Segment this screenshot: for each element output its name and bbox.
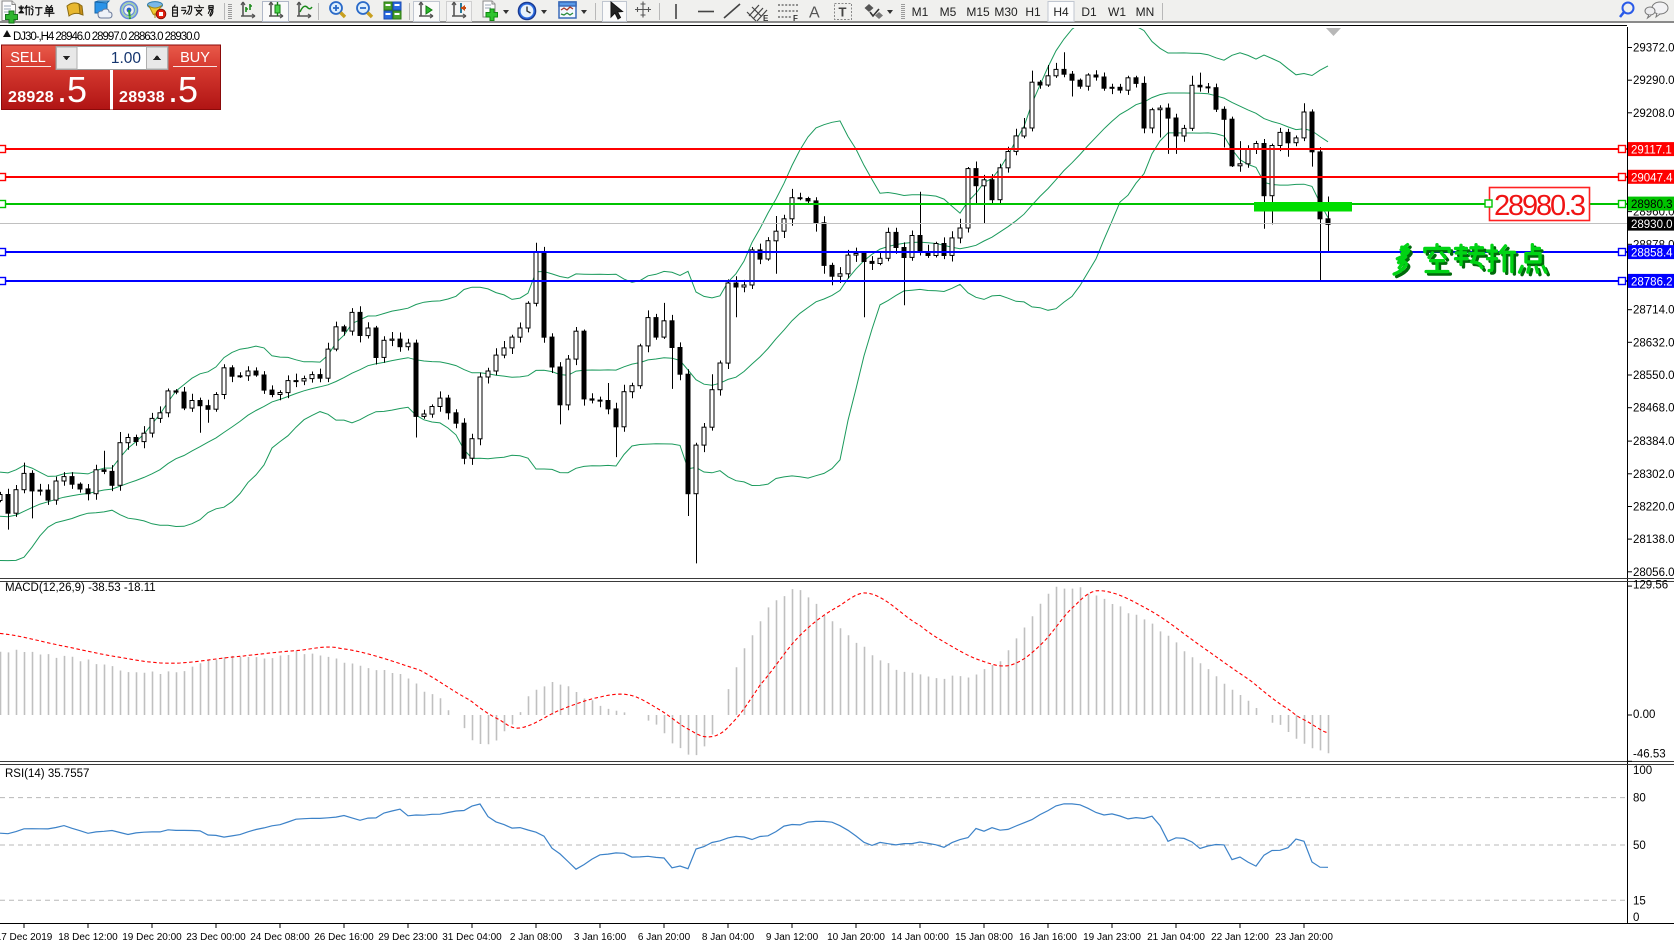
svg-text:D1: D1: [1081, 5, 1097, 19]
svg-text:28632.0: 28632.0: [1633, 337, 1674, 349]
svg-text:22 Jan 12:00: 22 Jan 12:00: [1211, 932, 1269, 943]
svg-text:T: T: [839, 5, 847, 20]
svg-text:.5: .5: [57, 69, 87, 110]
svg-text:.5: .5: [168, 69, 198, 110]
svg-text:A: A: [809, 5, 820, 22]
svg-text:29208.0: 29208.0: [1633, 108, 1674, 120]
svg-text:28714.0: 28714.0: [1633, 305, 1674, 317]
svg-text:H1: H1: [1025, 5, 1041, 19]
svg-text:28980.3: 28980.3: [1631, 199, 1673, 211]
svg-text:28928: 28928: [8, 89, 54, 106]
svg-text:M5: M5: [940, 5, 957, 19]
svg-text:3 Jan 16:00: 3 Jan 16:00: [574, 932, 627, 943]
svg-text:100: 100: [1633, 765, 1652, 777]
svg-text:28786.2: 28786.2: [1631, 276, 1673, 288]
svg-text:M15: M15: [966, 5, 990, 19]
svg-text:M30: M30: [994, 5, 1018, 19]
svg-text:29117.1: 29117.1: [1631, 145, 1672, 157]
svg-text:0.00: 0.00: [1633, 709, 1655, 721]
svg-text:1.00: 1.00: [111, 50, 142, 67]
svg-text:129.56: 129.56: [1633, 580, 1668, 592]
svg-text:DJ30-,H4 28946.0 28997.0 2886: DJ30-,H4 28946.0 28997.0 28863.0 28930.0: [13, 31, 200, 43]
svg-text:MN: MN: [1136, 5, 1155, 19]
svg-text:29 Dec 23:00: 29 Dec 23:00: [378, 932, 438, 943]
svg-text:21 Jan 04:00: 21 Jan 04:00: [1147, 932, 1205, 943]
svg-text:6 Jan 20:00: 6 Jan 20:00: [638, 932, 691, 943]
svg-text:W1: W1: [1108, 5, 1126, 19]
svg-text:31 Dec 04:00: 31 Dec 04:00: [442, 932, 502, 943]
svg-text:17 Dec 2019: 17 Dec 2019: [0, 932, 53, 943]
svg-text:28858.4: 28858.4: [1631, 248, 1673, 260]
svg-text:0: 0: [1633, 912, 1639, 924]
svg-text:28938: 28938: [119, 89, 165, 106]
svg-text:10 Jan 20:00: 10 Jan 20:00: [827, 932, 885, 943]
svg-text:2 Jan 08:00: 2 Jan 08:00: [510, 932, 563, 943]
svg-text:28302.0: 28302.0: [1633, 469, 1674, 481]
svg-text:28138.0: 28138.0: [1633, 534, 1674, 546]
svg-text:15: 15: [1633, 895, 1646, 907]
svg-text:18 Dec 12:00: 18 Dec 12:00: [58, 932, 118, 943]
svg-text:19 Jan 23:00: 19 Jan 23:00: [1083, 932, 1141, 943]
svg-text:H4: H4: [1053, 5, 1069, 19]
svg-text:19 Dec 20:00: 19 Dec 20:00: [122, 932, 182, 943]
svg-text:28220.0: 28220.0: [1633, 502, 1674, 514]
svg-text:E: E: [763, 14, 769, 23]
svg-text:-46.53: -46.53: [1633, 749, 1666, 761]
svg-text:SELL: SELL: [10, 50, 45, 66]
svg-text:F: F: [793, 14, 798, 23]
svg-text:8 Jan 04:00: 8 Jan 04:00: [702, 932, 755, 943]
svg-text:BUY: BUY: [180, 50, 210, 66]
svg-text:16 Jan 16:00: 16 Jan 16:00: [1019, 932, 1077, 943]
svg-text:M1: M1: [912, 5, 929, 19]
svg-text:9 Jan 12:00: 9 Jan 12:00: [766, 932, 819, 943]
svg-text:MACD(12,26,9) -38.53 -18.11: MACD(12,26,9) -38.53 -18.11: [5, 582, 156, 594]
svg-text:23 Dec 00:00: 23 Dec 00:00: [186, 932, 246, 943]
svg-text:50: 50: [1633, 840, 1646, 852]
svg-text:14 Jan 00:00: 14 Jan 00:00: [891, 932, 949, 943]
svg-text:23 Jan 20:00: 23 Jan 20:00: [1275, 932, 1333, 943]
svg-text:28550.0: 28550.0: [1633, 370, 1674, 382]
svg-text:28980.3: 28980.3: [1494, 190, 1586, 222]
svg-text:29290.0: 29290.0: [1633, 75, 1674, 87]
svg-text:80: 80: [1633, 793, 1646, 805]
svg-text:28468.0: 28468.0: [1633, 403, 1674, 415]
svg-text:26 Dec 16:00: 26 Dec 16:00: [314, 932, 374, 943]
svg-text:28056.0: 28056.0: [1633, 567, 1674, 579]
svg-text:28930.0: 28930.0: [1631, 219, 1673, 231]
svg-text:29372.0: 29372.0: [1633, 43, 1674, 55]
svg-text:28384.0: 28384.0: [1633, 436, 1674, 448]
svg-text:15 Jan 08:00: 15 Jan 08:00: [955, 932, 1013, 943]
svg-text:24 Dec 08:00: 24 Dec 08:00: [250, 932, 310, 943]
svg-text:29047.4: 29047.4: [1631, 172, 1673, 184]
svg-text:RSI(14) 35.7557: RSI(14) 35.7557: [5, 768, 89, 780]
